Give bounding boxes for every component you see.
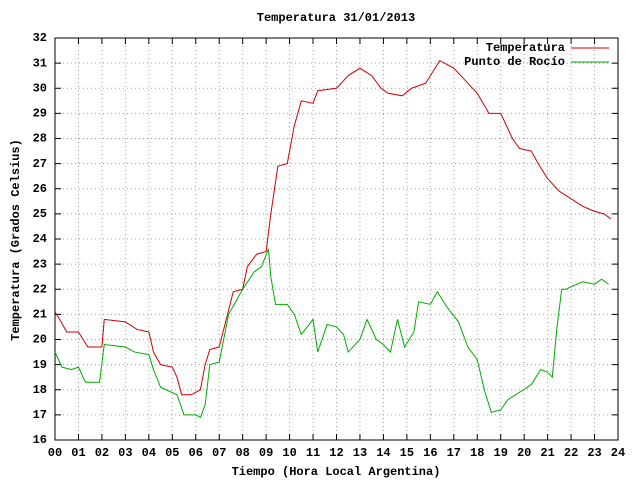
legend-label: Punto de Rocío [464,55,565,69]
x-tick-label: 15 [400,446,414,460]
x-tick-label: 22 [564,446,578,460]
x-tick-label: 02 [95,446,109,460]
x-tick-label: 17 [447,446,461,460]
x-tick-label: 09 [259,446,273,460]
x-tick-label: 08 [235,446,249,460]
y-tick-label: 27 [33,157,47,171]
x-tick-label: 12 [329,446,343,460]
x-tick-label: 05 [165,446,179,460]
y-tick-label: 24 [33,232,47,246]
x-axis-label: Tiempo (Hora Local Argentina) [232,465,441,479]
x-tick-label: 24 [611,446,625,460]
y-tick-label: 29 [33,107,47,121]
y-tick-label: 18 [33,383,47,397]
y-tick-label: 25 [33,207,47,221]
y-axis-label: Temperatura (Grados Celsius) [9,139,23,341]
y-tick-label: 31 [33,56,47,70]
series-line [54,59,612,396]
chart-title: Temperatura 31/01/2013 [257,11,415,25]
y-tick-label: 20 [33,333,47,347]
x-tick-label: 16 [423,446,437,460]
x-tick-label: 06 [189,446,203,460]
x-tick-label: 23 [587,446,601,460]
y-tick-label: 16 [33,433,47,447]
y-tick-label: 28 [33,132,47,146]
legend-label: Temperatura [486,41,565,55]
y-tick-label: 23 [33,257,47,271]
plot-frame [54,37,619,441]
x-tick-label: 01 [71,446,85,460]
x-tick-label: 04 [142,446,156,460]
y-tick-label: 22 [33,282,47,296]
series-line [54,248,609,419]
y-tick-label: 26 [33,182,47,196]
x-tick-label: 18 [470,446,484,460]
x-tick-label: 19 [494,446,508,460]
y-tick-label: 19 [33,358,47,372]
x-tick-label: 21 [540,446,554,460]
y-tick-label: 17 [33,408,47,422]
y-tick-label: 32 [33,31,47,45]
y-tick-label: 21 [33,308,47,322]
x-tick-label: 20 [517,446,531,460]
x-tick-label: 13 [353,446,367,460]
x-tick-label: 14 [376,446,390,460]
x-tick-label: 03 [118,446,132,460]
y-tick-label: 30 [33,81,47,95]
x-tick-label: 11 [306,446,320,460]
x-tick-label: 07 [212,446,226,460]
x-tick-label: 00 [48,446,62,460]
x-tick-label: 10 [282,446,296,460]
